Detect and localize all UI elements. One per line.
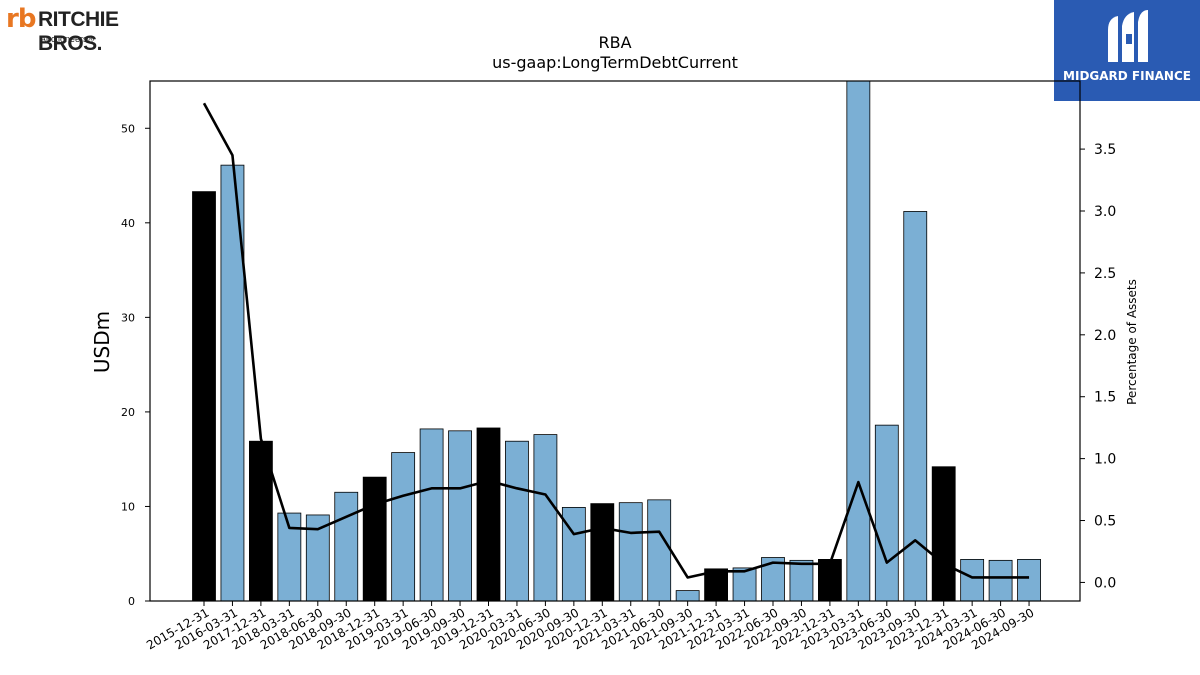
y-tick-label: 10 — [121, 500, 135, 513]
chart-title: RBA — [598, 33, 631, 52]
line-group — [202, 102, 1030, 579]
bar — [533, 434, 558, 602]
logo-subtitle: Auctioneers® — [40, 34, 95, 44]
bar — [818, 559, 842, 602]
y-tick-label: 50 — [121, 122, 135, 135]
y2-tick-label: 1.5 — [1094, 390, 1116, 406]
y2-axis-label: Percentage of Assets — [1125, 279, 1139, 405]
y-tick-label: 40 — [121, 217, 135, 230]
bar — [931, 466, 956, 602]
logo-company-name: RITCHIE BROS. — [38, 8, 119, 55]
bar — [362, 476, 387, 602]
bar — [789, 559, 814, 602]
y-axis-label: USDm — [90, 311, 114, 373]
bar — [988, 559, 1013, 602]
bar — [732, 567, 757, 602]
y-tick-label: 30 — [121, 311, 135, 324]
bar — [448, 430, 472, 602]
y2-tick-label: 3.0 — [1094, 204, 1116, 220]
bar — [419, 428, 444, 602]
chart-subtitle: us-gaap:LongTermDebtCurrent — [492, 53, 738, 72]
plot-frame — [149, 80, 1081, 602]
bar — [960, 559, 985, 602]
bar — [846, 80, 871, 602]
pct-assets-line — [202, 102, 1030, 579]
bar — [647, 499, 672, 602]
bar — [1017, 559, 1041, 602]
bar — [476, 427, 501, 602]
bar — [590, 503, 615, 602]
bar — [391, 452, 416, 602]
y2-tick-label: 0.0 — [1094, 575, 1116, 591]
y2-tick-label: 2.0 — [1094, 328, 1116, 344]
bar — [675, 590, 700, 602]
ritchie-bros-logo: rb RITCHIE BROS. Auctioneers® — [4, 4, 174, 55]
y2-tick-label: 3.5 — [1094, 142, 1116, 158]
y2-tick-label: 1.0 — [1094, 452, 1116, 468]
bar — [192, 191, 216, 602]
midgard-finance-name: MIDGARD FINANCE — [1063, 69, 1191, 83]
y2-tick-label: 2.5 — [1094, 266, 1116, 282]
bars-group — [192, 80, 1041, 602]
y-tick-label: 20 — [121, 406, 135, 419]
y2-tick-label: 0.5 — [1094, 514, 1116, 530]
midgard-finance-logo: MIDGARD FINANCE — [1054, 0, 1200, 101]
bar — [874, 424, 899, 602]
axes-group: 010203040500.00.51.01.52.02.53.03.52015-… — [121, 122, 1116, 652]
logo-rb-mark: rb — [6, 4, 36, 34]
bar — [334, 491, 359, 602]
y-tick-label: 0 — [128, 595, 135, 608]
bar — [903, 211, 928, 602]
bar — [618, 502, 643, 602]
bar — [505, 440, 529, 602]
midgard-mark-icon — [1108, 10, 1148, 62]
